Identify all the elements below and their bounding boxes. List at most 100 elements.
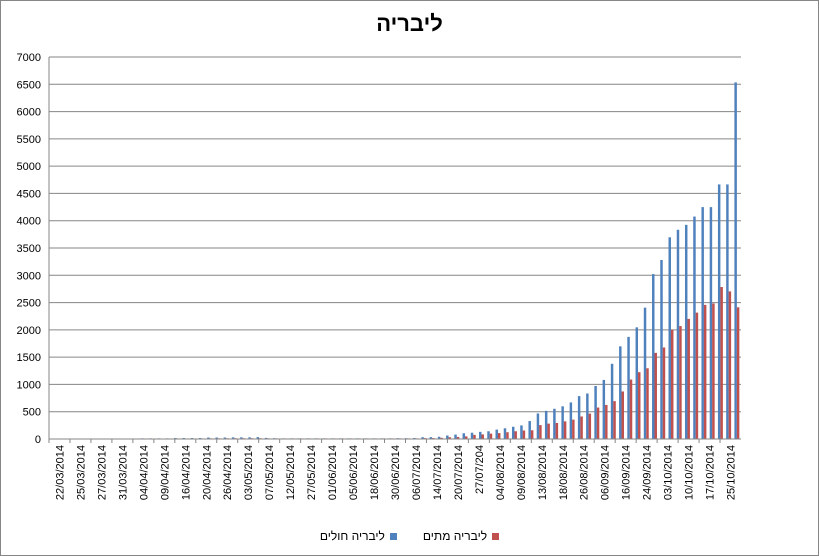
bar-deaths — [621, 391, 625, 439]
y-tick-label: 4500 — [17, 188, 41, 200]
y-tick-label: 3500 — [17, 243, 41, 255]
chart-legend: ליבריה חולים ליבריה מתים — [1, 529, 818, 543]
bar-cases — [544, 410, 548, 439]
x-tick-label: 20/07/2014 — [453, 445, 465, 500]
x-tick-label: 30/06/2014 — [390, 445, 402, 500]
x-tick-label: 27/03/2014 — [96, 445, 108, 500]
bar-deaths — [481, 434, 484, 439]
x-tick-label: 25/03/2014 — [75, 445, 87, 500]
bar-cases — [627, 336, 630, 439]
bar-cases — [503, 428, 507, 439]
x-tick-label: 01/06/2014 — [327, 445, 339, 500]
bar-deaths — [728, 291, 732, 439]
bar-deaths — [596, 407, 600, 439]
y-tick-label: 6000 — [17, 107, 41, 119]
bar-cases — [536, 413, 540, 439]
bar-cases — [734, 82, 737, 439]
x-tick-label: 26/04/2014 — [222, 445, 234, 500]
bar-cases — [479, 431, 482, 439]
bar-cases — [215, 437, 218, 439]
bar-cases — [676, 229, 680, 439]
x-tick-label: 04/08/2014 — [495, 445, 507, 500]
bar-deaths — [613, 401, 616, 439]
bar-cases — [635, 327, 639, 439]
bar-deaths — [670, 329, 674, 439]
bar-cases — [437, 436, 441, 439]
bar-cases — [511, 426, 515, 439]
legend-label-deaths: ליבריה מתים — [422, 529, 488, 543]
bar-deaths — [555, 422, 559, 439]
bar-cases — [520, 425, 523, 439]
x-tick-label: 09/04/2014 — [159, 445, 171, 500]
legend-item-deaths: ליבריה מתים — [422, 529, 500, 543]
bar-cases — [652, 274, 655, 439]
bar-cases — [231, 437, 235, 439]
bar-deaths — [473, 434, 476, 439]
x-tick-label: 05/06/2014 — [348, 445, 360, 500]
x-tick-label: 18/06/2014 — [369, 445, 381, 500]
bar-deaths — [489, 433, 493, 439]
bar-cases — [207, 437, 210, 439]
legend-swatch-deaths — [492, 532, 500, 540]
x-tick-label: 06/09/2014 — [600, 445, 612, 500]
bar-deaths — [440, 437, 443, 439]
bar-deaths — [547, 423, 550, 439]
bar-deaths — [679, 326, 682, 439]
x-tick-label: 17/10/2014 — [705, 445, 717, 500]
bar-deaths — [638, 372, 641, 439]
bar-cases — [264, 437, 268, 439]
bar-cases — [660, 260, 663, 439]
bar-cases — [701, 207, 704, 439]
legend-swatch-cases — [389, 532, 397, 540]
bar-deaths — [563, 421, 567, 439]
bar-deaths — [514, 431, 517, 439]
x-tick-label: 31/03/2014 — [117, 445, 129, 500]
legend-label-cases: ליבריה חולים — [319, 529, 385, 543]
y-tick-label: 1500 — [17, 352, 41, 364]
bar-deaths — [654, 352, 657, 439]
bar-deaths — [522, 430, 526, 439]
bar-cases — [717, 184, 721, 439]
y-tick-label: 6500 — [17, 79, 41, 91]
bar-deaths — [580, 416, 583, 439]
x-tick-label: 25/10/2014 — [726, 445, 738, 500]
x-tick-label: 20/04/2014 — [201, 445, 213, 500]
bar-deaths — [736, 307, 740, 439]
bar-cases — [240, 437, 243, 439]
bar-cases — [248, 437, 251, 439]
x-tick-label: 13/08/2014 — [537, 445, 549, 500]
bar-cases — [693, 216, 696, 439]
bar-deaths — [530, 430, 534, 439]
bar-deaths — [720, 287, 723, 439]
bar-cases — [602, 379, 606, 439]
x-tick-label: 04/04/2014 — [138, 445, 150, 500]
bar-deaths — [662, 347, 666, 439]
x-tick-label: 07/05/2014 — [264, 445, 276, 500]
bar-cases — [569, 402, 573, 439]
bar-deaths — [588, 413, 592, 439]
y-tick-label: 7000 — [17, 52, 41, 64]
bar-cases — [726, 184, 729, 439]
bar-cases — [470, 432, 474, 439]
bar-deaths — [695, 312, 699, 439]
bar-cases — [619, 346, 622, 439]
bar-cases — [256, 437, 260, 439]
bar-deaths — [646, 368, 649, 439]
bar-cases — [421, 437, 424, 439]
y-tick-label: 500 — [23, 407, 41, 419]
bar-cases — [577, 396, 581, 439]
y-tick-label: 5000 — [17, 161, 41, 173]
bar-cases — [495, 429, 498, 439]
bar-cases — [610, 363, 614, 439]
bar-cases — [684, 224, 688, 439]
legend-item-cases: ליבריה חולים — [320, 529, 397, 543]
x-tick-label: 14/07/2014 — [432, 445, 444, 500]
x-tick-label: 03/05/2014 — [243, 445, 255, 500]
x-tick-label: 18/08/2014 — [558, 445, 570, 500]
bar-cases — [454, 434, 457, 439]
x-tick-label: 09/08/2014 — [516, 445, 528, 500]
bar-deaths — [687, 318, 690, 439]
bar-cases — [462, 433, 466, 439]
